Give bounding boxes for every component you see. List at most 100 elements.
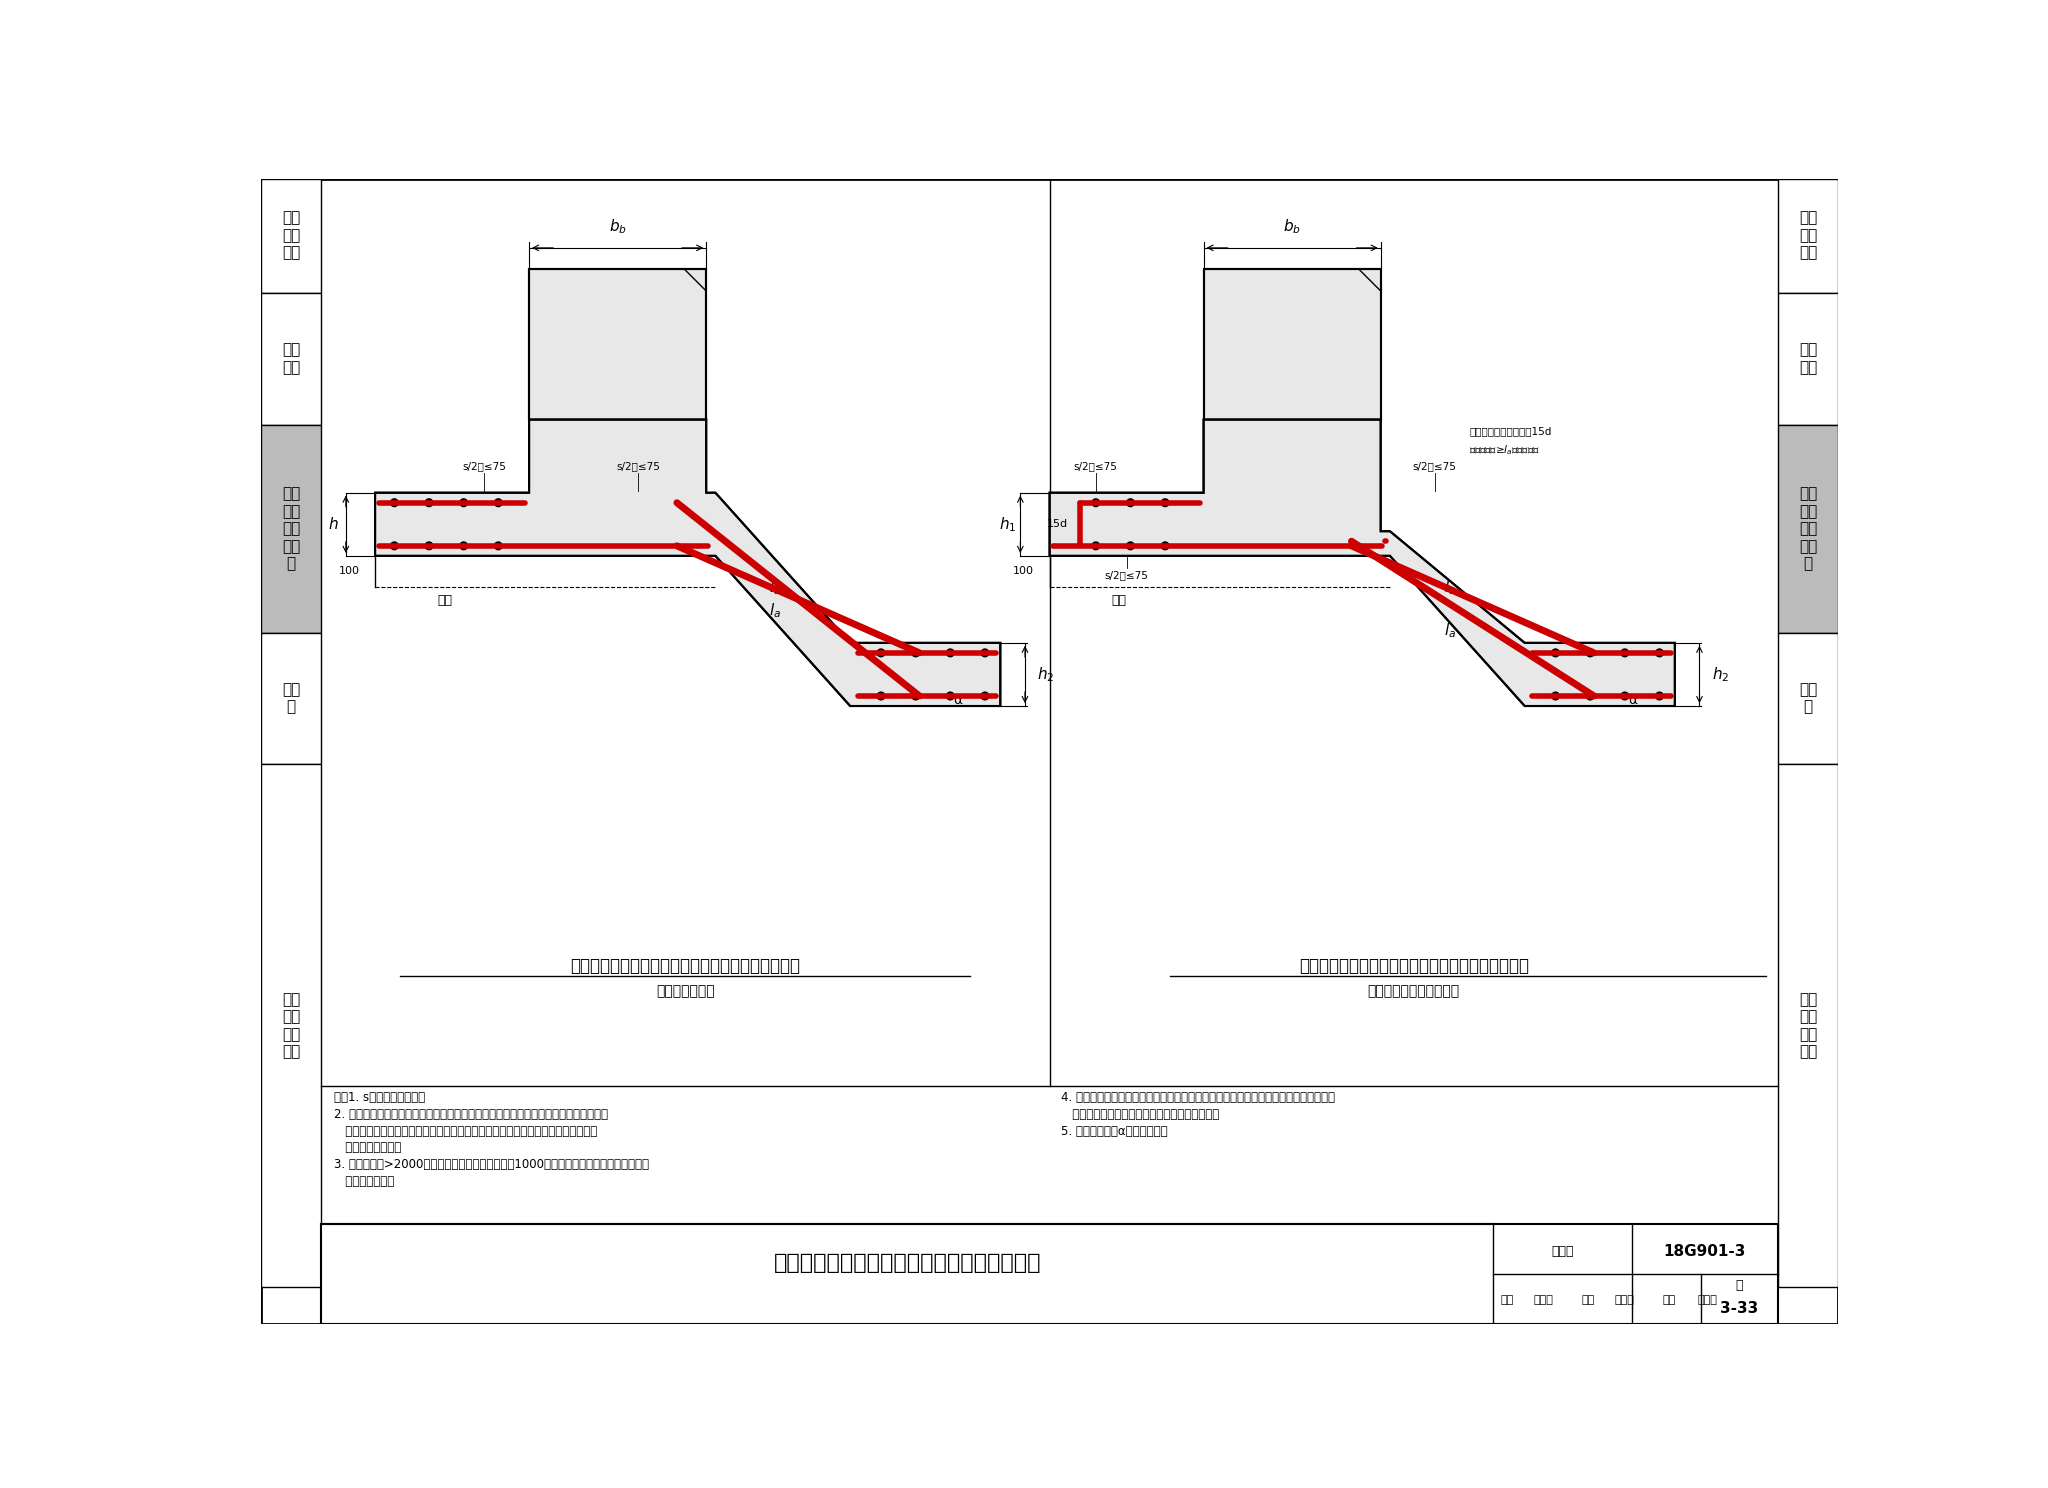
Text: 3-33: 3-33 bbox=[1720, 1302, 1759, 1317]
Text: 18G901-3: 18G901-3 bbox=[1663, 1244, 1747, 1259]
Circle shape bbox=[911, 692, 920, 699]
Text: 校对: 校对 bbox=[1581, 1295, 1595, 1305]
Text: $l_a$: $l_a$ bbox=[770, 579, 780, 597]
Circle shape bbox=[391, 498, 397, 506]
Polygon shape bbox=[1049, 420, 1675, 705]
Text: $h$: $h$ bbox=[328, 516, 338, 533]
Text: s/2且≤75: s/2且≤75 bbox=[1073, 461, 1118, 472]
Bar bbox=[1778, 632, 1839, 763]
Text: 筋置于板厚内侧。: 筋置于板厚内侧。 bbox=[334, 1141, 401, 1155]
Text: 一般
构造
要求: 一般 构造 要求 bbox=[1798, 211, 1817, 260]
Circle shape bbox=[1552, 649, 1559, 656]
Text: s/2且≤75: s/2且≤75 bbox=[616, 461, 659, 472]
Circle shape bbox=[461, 498, 467, 506]
Polygon shape bbox=[1204, 269, 1380, 420]
Bar bbox=[1204, 269, 1380, 420]
Text: $b_b$: $b_b$ bbox=[608, 217, 627, 235]
Bar bbox=[262, 426, 322, 632]
Text: 设计: 设计 bbox=[1663, 1295, 1675, 1305]
Text: 100: 100 bbox=[1014, 567, 1034, 576]
Text: 审核: 审核 bbox=[1501, 1295, 1513, 1305]
Text: 危晓丽: 危晓丽 bbox=[1614, 1295, 1634, 1305]
Polygon shape bbox=[375, 420, 999, 705]
Text: $l_a$: $l_a$ bbox=[1444, 579, 1456, 597]
Circle shape bbox=[1126, 498, 1135, 506]
Text: 王怀元: 王怀元 bbox=[1698, 1295, 1716, 1305]
Circle shape bbox=[1620, 692, 1628, 699]
Text: 与基
础有
关的
构造: 与基 础有 关的 构造 bbox=[283, 992, 301, 1059]
Text: 15d: 15d bbox=[1047, 519, 1067, 530]
Text: 梁板式筏形基础平板变截面部位钢筋排布构造（二）: 梁板式筏形基础平板变截面部位钢筋排布构造（二） bbox=[571, 957, 801, 975]
Bar bbox=[1778, 426, 1839, 632]
Circle shape bbox=[1092, 498, 1100, 506]
Bar bbox=[1778, 293, 1839, 426]
Text: $h_2$: $h_2$ bbox=[1712, 665, 1729, 684]
Circle shape bbox=[391, 542, 397, 549]
Text: 100: 100 bbox=[338, 567, 360, 576]
Text: 独立
基础: 独立 基础 bbox=[283, 342, 301, 375]
Circle shape bbox=[494, 498, 502, 506]
Text: 图集号: 图集号 bbox=[1550, 1244, 1573, 1257]
Circle shape bbox=[1587, 649, 1593, 656]
Text: 5. 板底高差坡度α由设计指定。: 5. 板底高差坡度α由设计指定。 bbox=[1061, 1125, 1167, 1137]
Bar bbox=[322, 1225, 1778, 1324]
Bar bbox=[262, 179, 322, 293]
Circle shape bbox=[946, 692, 954, 699]
Bar bbox=[262, 763, 322, 1287]
Text: （板底有高差）: （板底有高差） bbox=[655, 985, 715, 998]
Circle shape bbox=[911, 649, 920, 656]
Text: 3. 当基础板厚>2000时，宜在板厚方向间距不超过1000设置与板面平行的构造钢筋网片，: 3. 当基础板厚>2000时，宜在板厚方向间距不超过1000设置与板面平行的构造… bbox=[334, 1159, 649, 1171]
Text: 伸至尽端钢筋内侧弯折15d: 伸至尽端钢筋内侧弯折15d bbox=[1468, 426, 1552, 436]
Circle shape bbox=[1655, 649, 1663, 656]
Circle shape bbox=[461, 542, 467, 549]
Text: 工参照本图构造施工时，应提供相应变更说明。: 工参照本图构造施工时，应提供相应变更说明。 bbox=[1061, 1107, 1219, 1120]
Circle shape bbox=[494, 542, 502, 549]
Text: 一般
构造
要求: 一般 构造 要求 bbox=[283, 211, 301, 260]
Circle shape bbox=[1552, 692, 1559, 699]
Text: 页: 页 bbox=[1737, 1280, 1743, 1292]
Text: 桩基
础: 桩基 础 bbox=[283, 682, 301, 714]
Bar bbox=[528, 269, 707, 420]
Text: 垫层: 垫层 bbox=[1112, 594, 1126, 607]
Polygon shape bbox=[528, 269, 707, 420]
Text: $l_a$: $l_a$ bbox=[1444, 620, 1456, 640]
Bar bbox=[262, 293, 322, 426]
Circle shape bbox=[1092, 542, 1100, 549]
Text: 桩基
础: 桩基 础 bbox=[1798, 682, 1817, 714]
Text: $b_b$: $b_b$ bbox=[1284, 217, 1300, 235]
Text: 注：1. s为板钢筋的间距。: 注：1. s为板钢筋的间距。 bbox=[334, 1091, 426, 1104]
Circle shape bbox=[1161, 542, 1169, 549]
Text: 2. 基础平板同一层面的交叉钢筋，何向钢筋在上、何向钢筋在下，应按具体设计说明。: 2. 基础平板同一层面的交叉钢筋，何向钢筋在上、何向钢筋在下，应按具体设计说明。 bbox=[334, 1107, 608, 1120]
Text: 独立
基础: 独立 基础 bbox=[1798, 342, 1817, 375]
Text: s/2且≤75: s/2且≤75 bbox=[1413, 461, 1456, 472]
Circle shape bbox=[426, 542, 432, 549]
Text: s/2且≤75: s/2且≤75 bbox=[1104, 570, 1149, 580]
Circle shape bbox=[877, 649, 885, 656]
Text: 与基
础有
关的
构造: 与基 础有 关的 构造 bbox=[1798, 992, 1817, 1059]
Text: 梁板式筏形基础平板变截面部位钢筋排布构造（三）: 梁板式筏形基础平板变截面部位钢筋排布构造（三） bbox=[1298, 957, 1528, 975]
Circle shape bbox=[1126, 542, 1135, 549]
Text: 当直段长度≥$l_a$时可不弯折: 当直段长度≥$l_a$时可不弯折 bbox=[1468, 443, 1540, 457]
Text: $h_2$: $h_2$ bbox=[1036, 665, 1055, 684]
Text: 梁板式筏形基础平板变截面部位钢筋排布构造: 梁板式筏形基础平板变截面部位钢筋排布构造 bbox=[774, 1253, 1040, 1272]
Text: 4. 当实际工程的梁板式筏形基础平板与本图不同时，其构造应由设计者设计；当要求施: 4. 当实际工程的梁板式筏形基础平板与本图不同时，其构造应由设计者设计；当要求施 bbox=[1061, 1091, 1335, 1104]
Text: 且按设计设置。: 且按设计设置。 bbox=[334, 1176, 395, 1189]
Bar bbox=[262, 632, 322, 763]
Text: 垫层: 垫层 bbox=[436, 594, 453, 607]
Circle shape bbox=[1655, 692, 1663, 699]
Bar bbox=[1778, 763, 1839, 1287]
Text: s/2且≤75: s/2且≤75 bbox=[463, 461, 506, 472]
Circle shape bbox=[877, 692, 885, 699]
Text: 条形
基础
与筏
形基
础: 条形 基础 与筏 形基 础 bbox=[1798, 487, 1817, 571]
Circle shape bbox=[981, 649, 989, 656]
Text: 黄志刚: 黄志刚 bbox=[1534, 1295, 1552, 1305]
Circle shape bbox=[981, 692, 989, 699]
Circle shape bbox=[1620, 649, 1628, 656]
Circle shape bbox=[426, 498, 432, 506]
Circle shape bbox=[946, 649, 954, 656]
Text: 条形
基础
与筏
形基
础: 条形 基础 与筏 形基 础 bbox=[283, 487, 301, 571]
Text: $h_1$: $h_1$ bbox=[999, 515, 1016, 534]
Text: α: α bbox=[954, 693, 963, 707]
Bar bbox=[1778, 179, 1839, 293]
Text: （板顶、板底均有高差）: （板顶、板底均有高差） bbox=[1368, 985, 1460, 998]
